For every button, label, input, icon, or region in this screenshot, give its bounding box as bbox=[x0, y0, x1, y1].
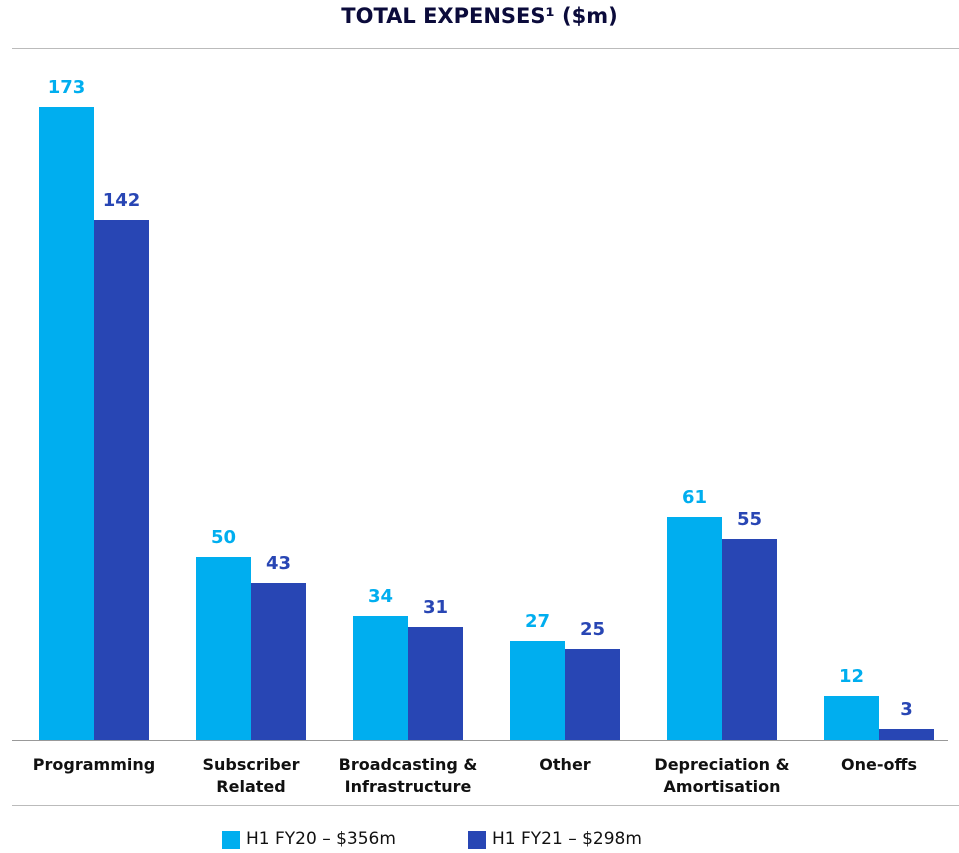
bar bbox=[196, 557, 251, 740]
legend-swatch bbox=[468, 831, 486, 849]
data-label: 50 bbox=[210, 527, 237, 549]
x-tick-label: Programming bbox=[32, 755, 156, 774]
data-label: 173 bbox=[47, 77, 86, 98]
bar bbox=[510, 641, 565, 740]
data-label: 55 bbox=[736, 508, 763, 530]
data-label: 3 bbox=[900, 699, 913, 721]
bar bbox=[879, 729, 934, 740]
data-label: 43 bbox=[265, 552, 292, 574]
data-label: 12 bbox=[838, 666, 865, 688]
data-label: 31 bbox=[422, 596, 449, 618]
bar bbox=[667, 516, 722, 740]
bar bbox=[353, 615, 408, 740]
data-label: 34 bbox=[367, 585, 394, 607]
bar bbox=[824, 696, 879, 740]
data-label: 25 bbox=[579, 618, 606, 640]
data-label: 61 bbox=[681, 486, 708, 508]
legend-label: H1 FY21 – $298m bbox=[492, 829, 642, 849]
top-rule bbox=[12, 48, 959, 49]
legend-label: H1 FY20 – $356m bbox=[246, 829, 396, 849]
data-label: 27 bbox=[524, 611, 551, 633]
x-tick-label: One-offs bbox=[841, 755, 917, 774]
legend-swatch bbox=[222, 831, 240, 849]
x-tick-label: Other bbox=[539, 755, 591, 774]
chart-title: TOTAL EXPENSES¹ ($m) bbox=[341, 4, 618, 28]
bar bbox=[722, 538, 777, 740]
bar bbox=[408, 626, 463, 740]
bar bbox=[251, 582, 306, 740]
bar bbox=[565, 648, 620, 740]
data-label: 142 bbox=[102, 190, 141, 212]
bar bbox=[94, 220, 149, 740]
bar bbox=[39, 107, 94, 740]
bottom-rule bbox=[12, 805, 959, 806]
x-tick-label: Subscriber Related bbox=[202, 755, 300, 796]
x-tick-label: Depreciation & Amortisation bbox=[654, 755, 790, 796]
x-tick-label: Broadcasting & Infrastructure bbox=[338, 755, 478, 796]
baseline bbox=[12, 740, 948, 741]
